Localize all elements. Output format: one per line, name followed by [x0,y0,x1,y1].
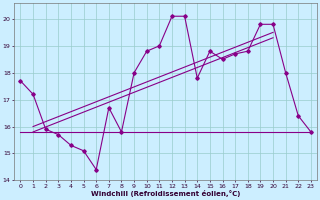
X-axis label: Windchill (Refroidissement éolien,°C): Windchill (Refroidissement éolien,°C) [91,190,240,197]
